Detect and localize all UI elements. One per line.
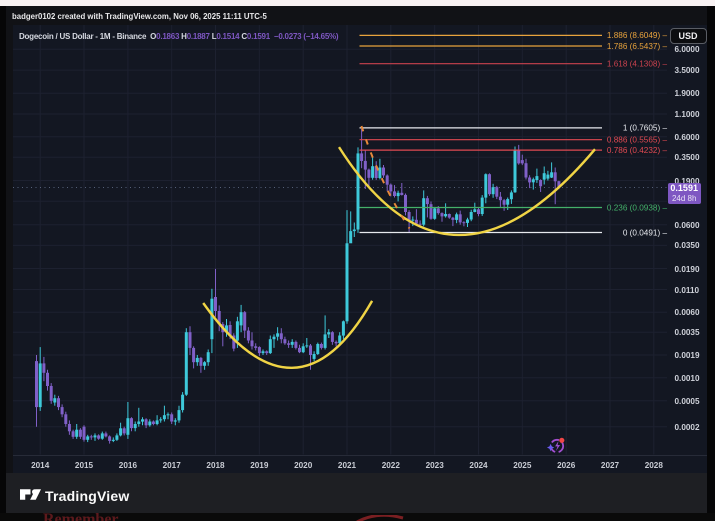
svg-text:1.786 (6.5437) –: 1.786 (6.5437) –	[607, 42, 668, 51]
svg-text:0 (0.0491) –: 0 (0.0491) –	[623, 228, 668, 237]
svg-text:0.236 (0.0938) –: 0.236 (0.0938) –	[607, 203, 668, 212]
svg-text:0.786 (0.4232) –: 0.786 (0.4232) –	[607, 146, 668, 155]
svg-text:0.886 (0.5565) –: 0.886 (0.5565) –	[607, 136, 668, 145]
svg-text:1.886 (8.6049) –: 1.886 (8.6049) –	[607, 31, 668, 40]
svg-text:1 (0.7605) –: 1 (0.7605) –	[623, 124, 668, 133]
svg-text:1.618 (4.1308) –: 1.618 (4.1308) –	[607, 60, 668, 69]
